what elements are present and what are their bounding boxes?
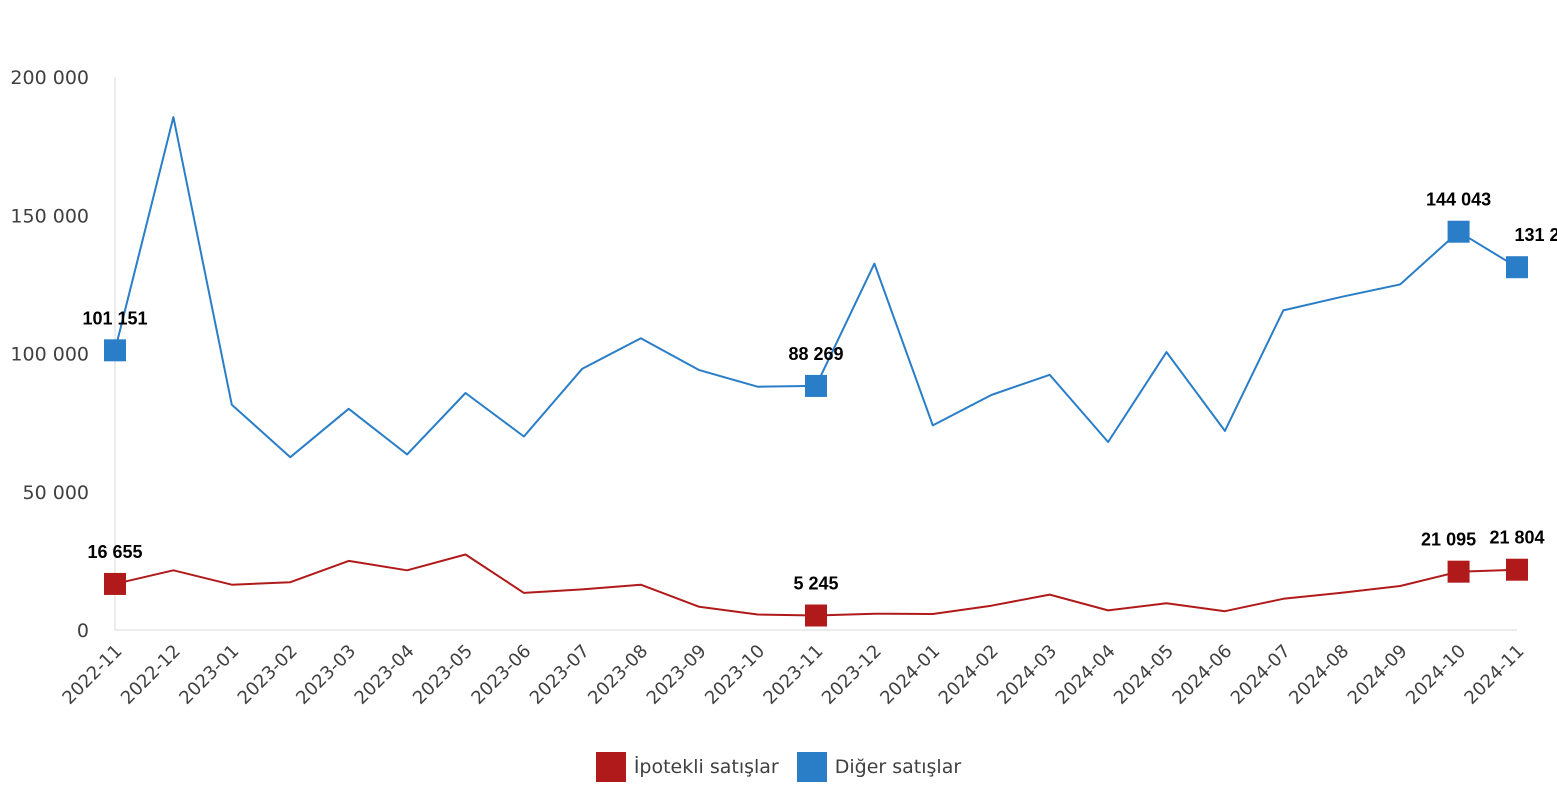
data-marker xyxy=(1506,558,1528,581)
x-tick-label: 2024-02 xyxy=(935,641,1003,709)
legend-label-ipotekli: İpotekli satışlar xyxy=(633,756,779,778)
x-tick-label: 2023-09 xyxy=(643,641,711,709)
x-tick-label: 2022-12 xyxy=(117,641,185,709)
x-tick-label: 2023-06 xyxy=(467,641,535,709)
data-label: 21 095 xyxy=(1421,530,1476,550)
data-marker xyxy=(805,604,827,627)
data-marker xyxy=(104,572,126,595)
y-tick-label: 0 xyxy=(77,620,89,642)
series-line-1 xyxy=(114,116,1518,459)
x-tick-label: 2023-02 xyxy=(234,641,302,709)
x-tick-label: 2024-01 xyxy=(876,641,944,709)
x-tick-label: 2024-11 xyxy=(1460,641,1528,709)
x-tick-label: 2024-10 xyxy=(1402,641,1470,709)
x-tick-label: 2023-10 xyxy=(701,641,769,709)
x-tick-label: 2024-05 xyxy=(1110,641,1178,709)
data-marker xyxy=(1447,560,1470,583)
data-label: 16 655 xyxy=(87,542,142,562)
x-tick-label: 2023-11 xyxy=(759,641,827,709)
x-tick-label: 2022-11 xyxy=(58,641,126,709)
data-label: 144 043 xyxy=(1426,190,1491,210)
x-tick-label: 2024-03 xyxy=(993,641,1061,709)
data-label: 5 245 xyxy=(793,573,838,593)
legend: İpotekli satışlar Diğer satışlar xyxy=(0,752,1557,782)
data-label: 101 151 xyxy=(82,308,147,328)
y-tick-label: 200 000 xyxy=(10,67,89,89)
legend-swatch-diger xyxy=(796,752,827,782)
data-marker xyxy=(104,339,126,362)
x-tick-label: 2024-07 xyxy=(1227,641,1295,709)
data-label: 88 269 xyxy=(788,344,843,364)
y-tick-label: 150 000 xyxy=(10,205,89,227)
legend-item-diger: Diğer satışlar xyxy=(796,752,962,782)
x-tick-label: 2024-09 xyxy=(1344,641,1412,709)
data-label: 131 210 xyxy=(1514,225,1557,245)
x-tick-label: 2023-01 xyxy=(175,641,243,709)
y-tick-label: 100 000 xyxy=(10,344,89,366)
data-marker xyxy=(1447,220,1470,243)
x-tick-label: 2023-08 xyxy=(584,641,652,709)
x-tick-label: 2023-03 xyxy=(292,641,360,709)
data-label: 21 804 xyxy=(1489,528,1544,548)
data-marker xyxy=(805,374,827,397)
x-tick-label: 2024-08 xyxy=(1285,641,1353,709)
x-tick-label: 2023-05 xyxy=(409,641,477,709)
x-tick-label: 2024-04 xyxy=(1052,641,1120,709)
legend-swatch-ipotekli xyxy=(595,752,626,782)
legend-item-ipotekli: İpotekli satışlar xyxy=(595,752,779,782)
y-tick-label: 50 000 xyxy=(23,482,89,504)
x-tick-label: 2024-06 xyxy=(1168,641,1236,709)
legend-label-diger: Diğer satışlar xyxy=(834,756,962,778)
x-tick-label: 2023-07 xyxy=(526,641,594,709)
x-tick-label: 2023-04 xyxy=(351,641,419,709)
x-tick-label: 2023-12 xyxy=(818,641,886,709)
data-marker xyxy=(1506,256,1528,279)
